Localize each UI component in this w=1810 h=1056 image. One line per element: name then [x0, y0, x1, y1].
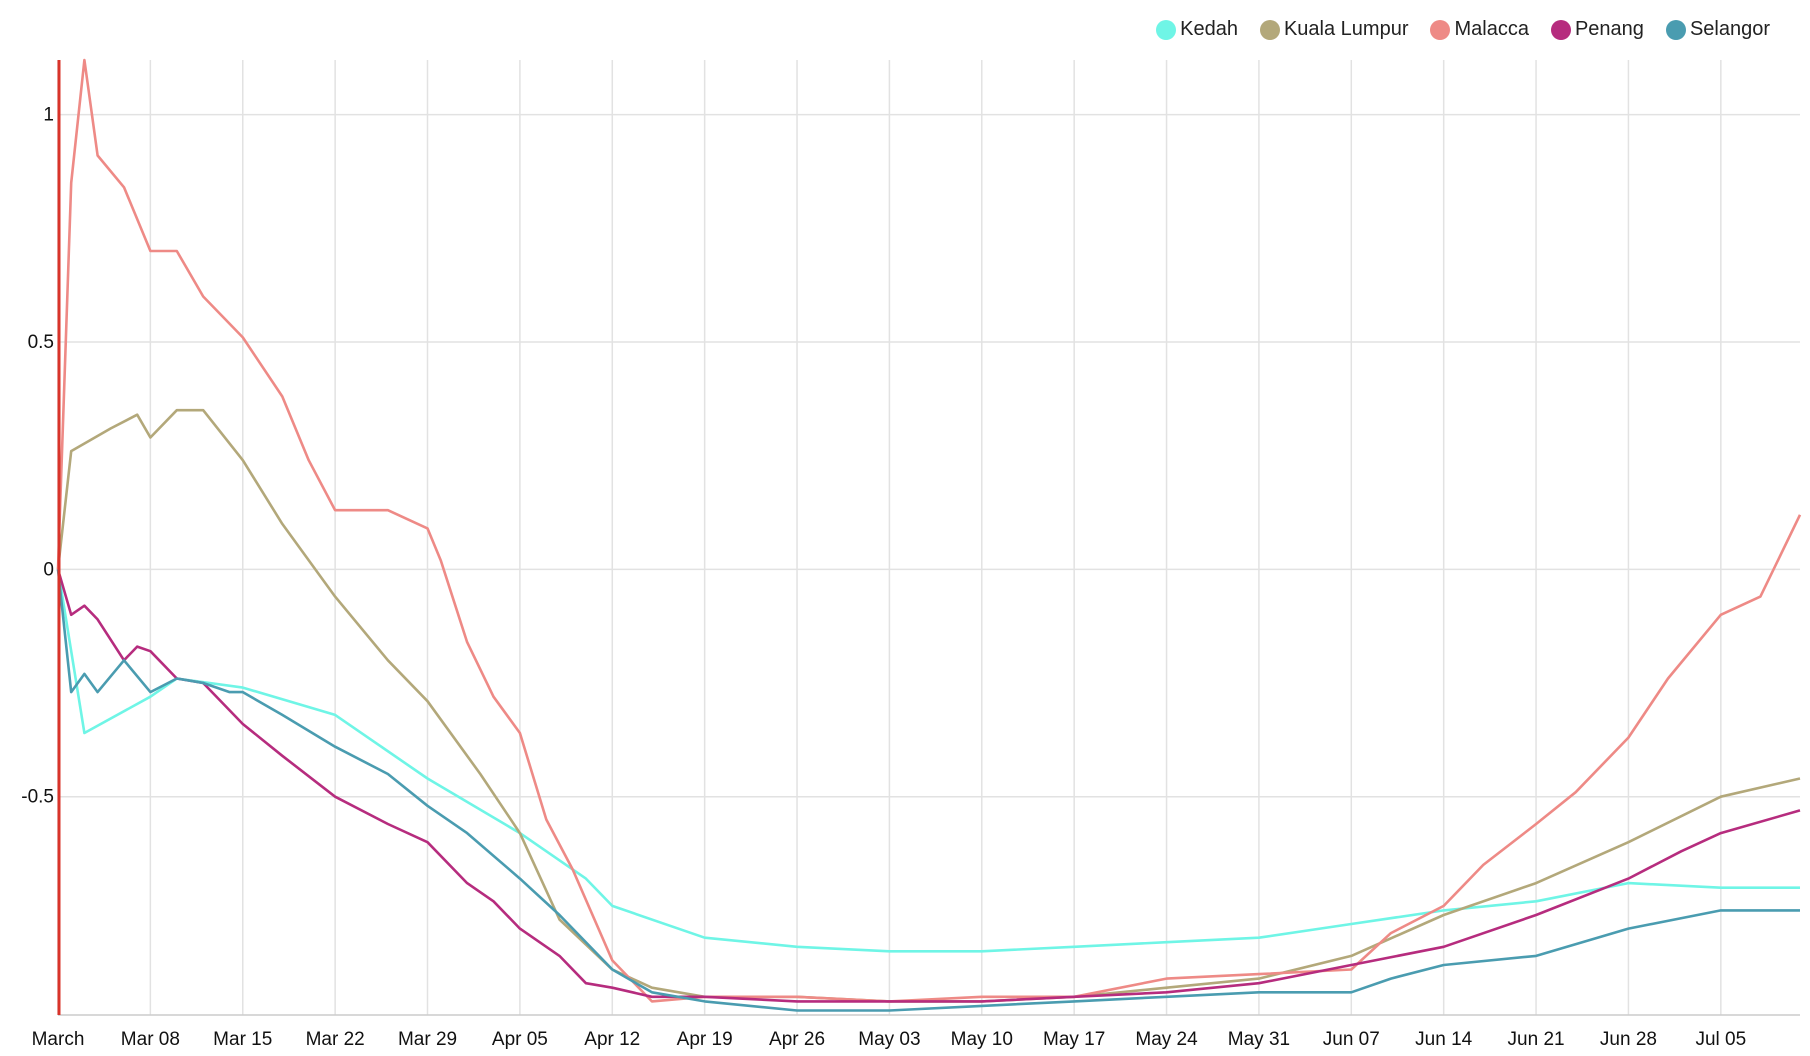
legend-swatch-selangor — [1665, 19, 1686, 40]
legend-swatch-kuala-lumpur — [1259, 19, 1280, 40]
legend-swatch-kedah — [1156, 19, 1177, 40]
x-tick-label: May 03 — [858, 1029, 920, 1050]
x-tick-label: Jun 07 — [1323, 1029, 1380, 1050]
x-tick-label: Jun 14 — [1415, 1029, 1472, 1050]
legend-label-malacca: Malacca — [1454, 18, 1529, 40]
series-line-penang — [56, 568, 1801, 1003]
x-tick-label: Mar 15 — [213, 1029, 272, 1050]
x-tick-label: May 31 — [1228, 1029, 1290, 1050]
series-line-kuala-lumpur — [56, 408, 1801, 1003]
x-tick-label: May 24 — [1135, 1029, 1198, 1050]
y-tick-label: 0.5 — [28, 332, 54, 353]
y-tick-label: 1 — [43, 105, 54, 126]
legend-item-kedah[interactable]: Kedah — [1156, 18, 1238, 41]
legend-swatch-penang — [1550, 19, 1571, 40]
legend: Kedah Kuala Lumpur Malacca Penang Selang… — [1156, 18, 1770, 41]
x-tick-label: Mar 22 — [306, 1029, 365, 1050]
x-tick-label: Mar 08 — [121, 1029, 180, 1050]
legend-item-penang[interactable]: Penang — [1550, 18, 1644, 41]
x-tick-label: May 17 — [1043, 1029, 1105, 1050]
series-line-selangor — [56, 569, 1800, 1012]
legend-label-penang: Penang — [1574, 18, 1644, 40]
x-tick-label: Jul 05 — [1695, 1029, 1746, 1050]
legend-item-malacca[interactable]: Malacca — [1430, 18, 1529, 41]
x-tick-label: Mar 29 — [398, 1029, 457, 1050]
x-tick-label: Apr 05 — [492, 1029, 548, 1050]
legend-label-selangor: Selangor — [1689, 18, 1770, 40]
y-tick-label: -0.5 — [21, 787, 54, 808]
x-tick-label: Jun 21 — [1508, 1029, 1565, 1050]
x-tick-label: Apr 12 — [584, 1029, 640, 1050]
y-tick-label: 0 — [43, 559, 54, 580]
x-tick-label: May 10 — [951, 1029, 1013, 1050]
legend-label-kedah: Kedah — [1180, 18, 1238, 40]
series-line-malacca — [56, 58, 1802, 1003]
legend-swatch-malacca — [1430, 19, 1451, 40]
series-line-kedah — [56, 569, 1800, 953]
x-tick-label: Apr 19 — [677, 1029, 733, 1050]
x-tick-label: March — [32, 1029, 85, 1050]
x-tick-label: Apr 26 — [769, 1029, 825, 1050]
legend-item-kuala-lumpur[interactable]: Kuala Lumpur — [1259, 18, 1409, 41]
legend-label-kuala-lumpur: Kuala Lumpur — [1283, 18, 1409, 40]
x-tick-label: Jun 28 — [1600, 1029, 1657, 1050]
legend-item-selangor[interactable]: Selangor — [1665, 18, 1770, 41]
